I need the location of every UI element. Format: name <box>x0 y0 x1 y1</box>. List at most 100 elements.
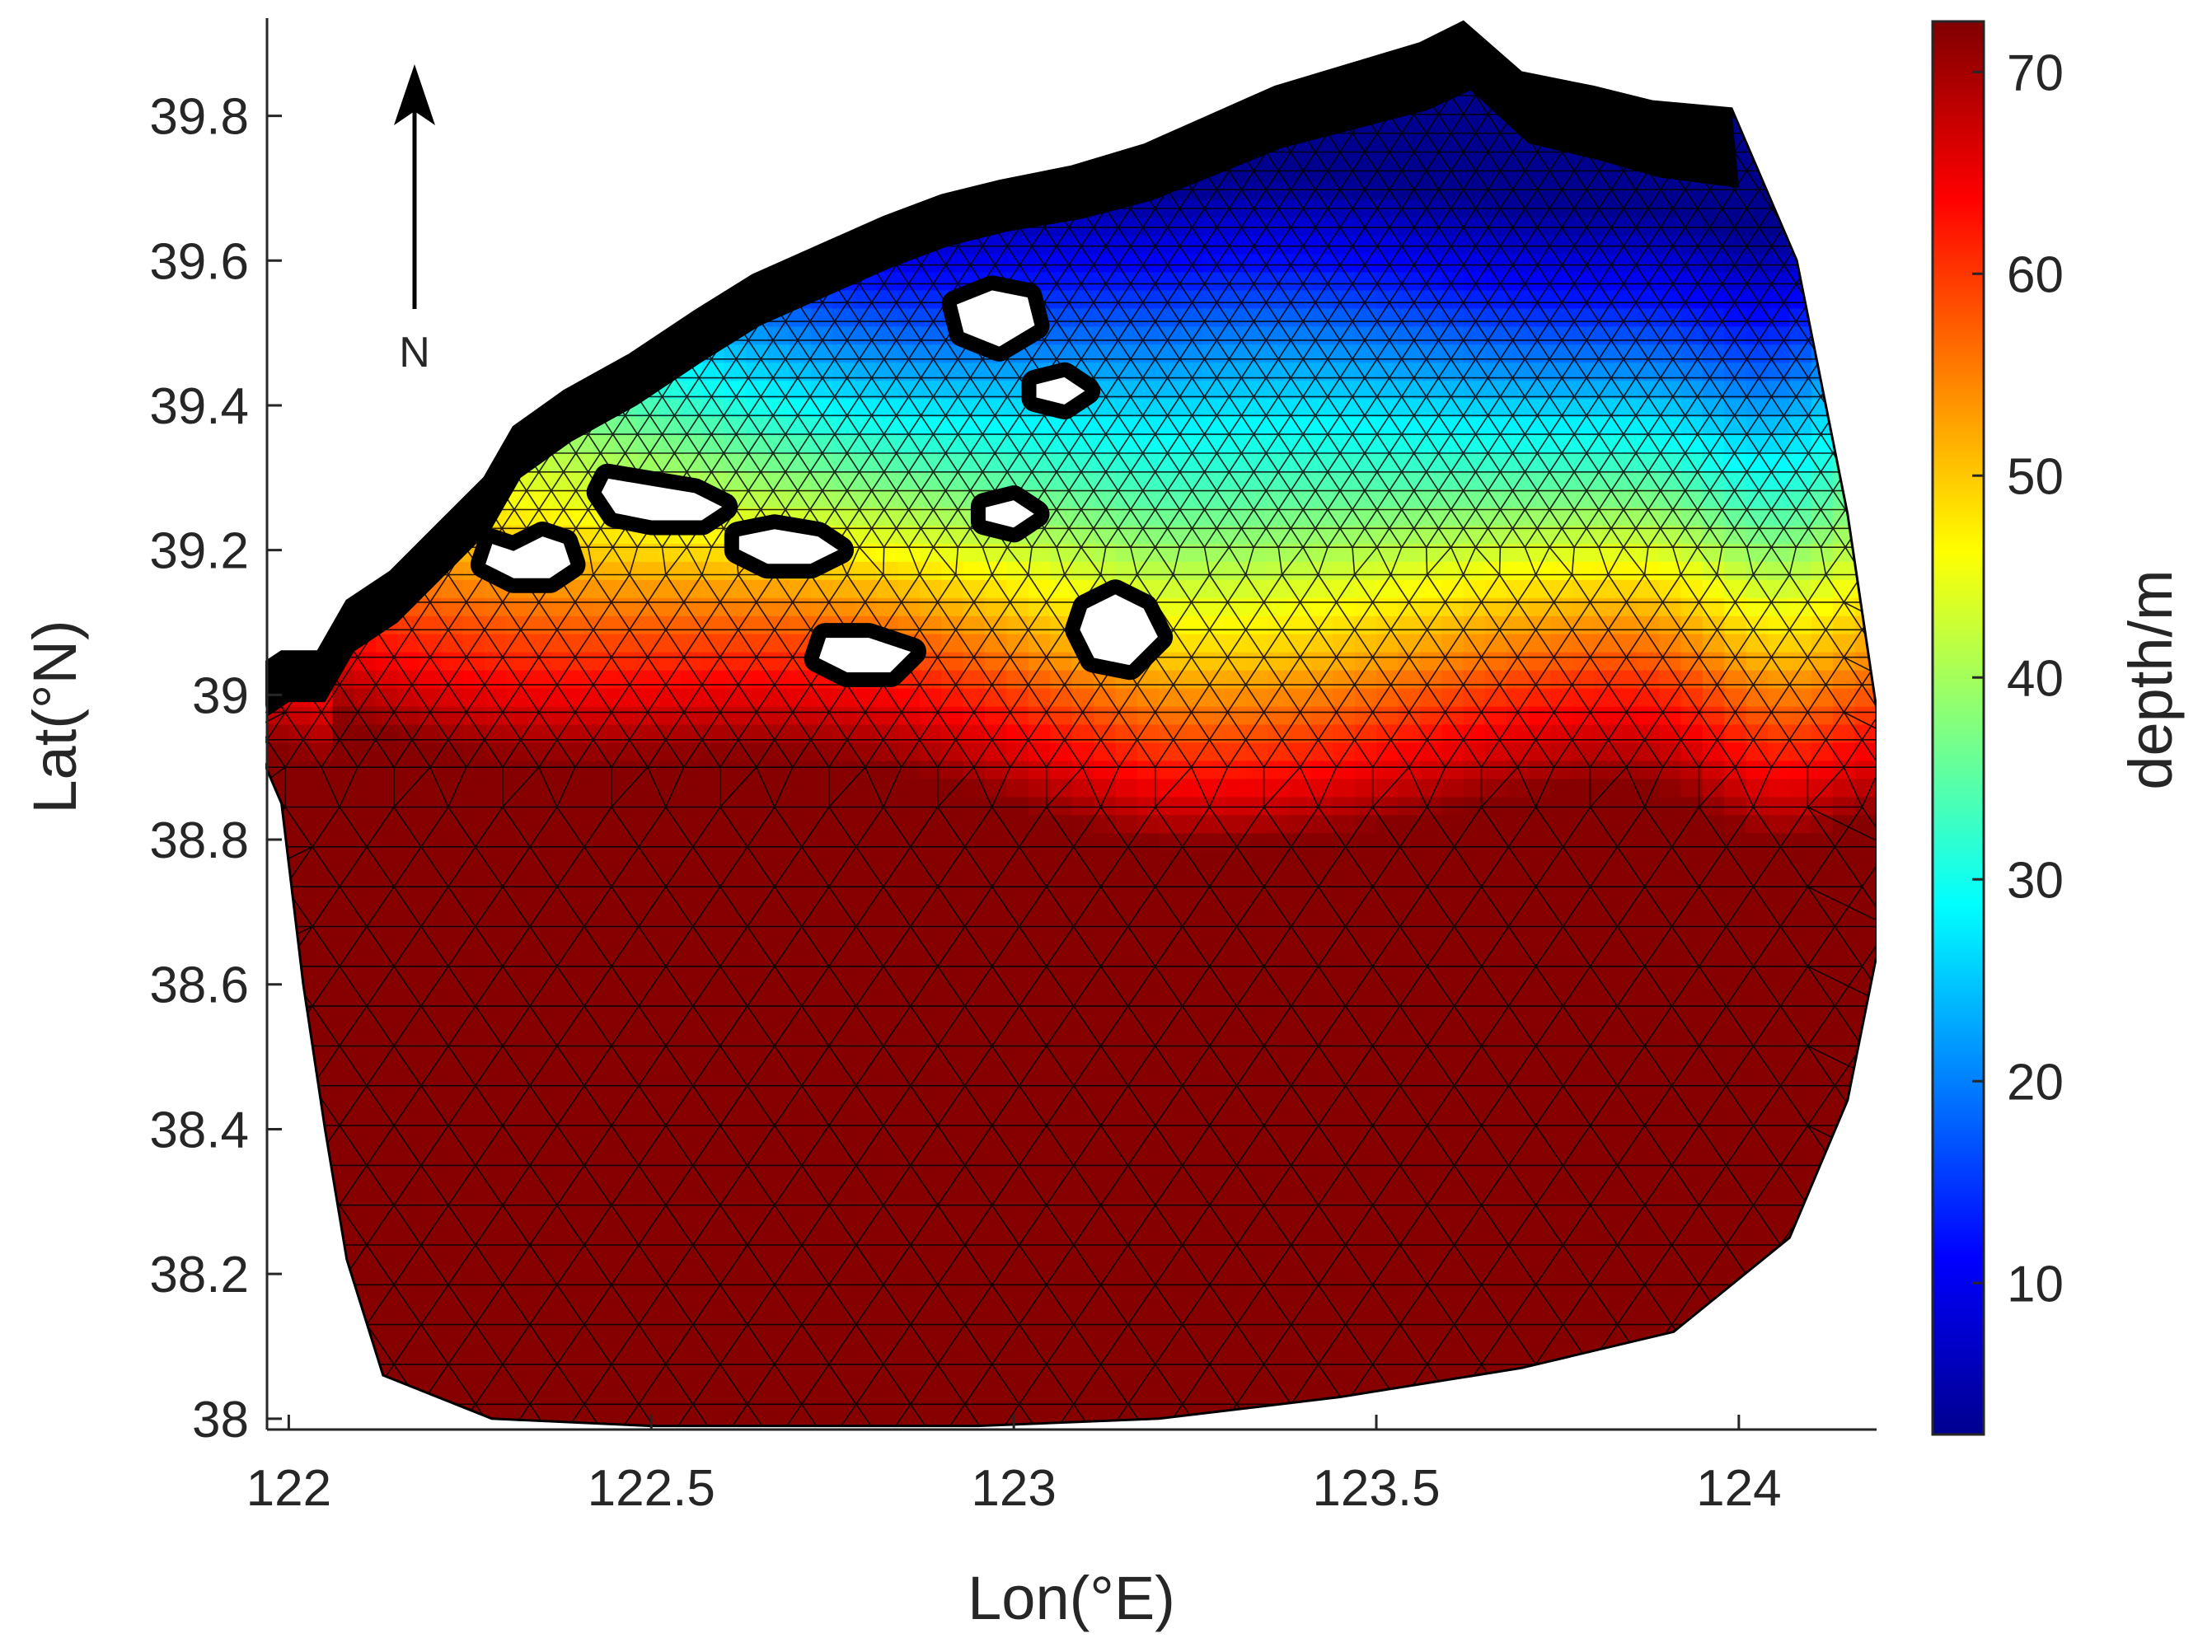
depth-cell <box>919 723 943 743</box>
depth-cell <box>1245 36 1268 55</box>
depth-cell <box>767 1285 790 1304</box>
depth-cell <box>1507 1375 1530 1395</box>
depth-cell <box>789 578 812 598</box>
depth-cell <box>876 1085 899 1105</box>
depth-cell <box>1507 905 1530 924</box>
depth-cell <box>441 850 464 870</box>
depth-cell <box>963 959 986 978</box>
depth-cell <box>1376 832 1399 852</box>
depth-cell <box>854 1067 877 1087</box>
depth-cell <box>941 1212 964 1232</box>
depth-cell <box>1419 542 1443 562</box>
depth-cell <box>1289 54 1312 73</box>
depth-cell <box>724 633 747 653</box>
depth-cell <box>854 941 877 960</box>
depth-cell <box>897 1085 921 1105</box>
depth-cell <box>1136 1067 1160 1087</box>
depth-cell <box>1050 90 1073 110</box>
depth-cell <box>919 578 943 598</box>
depth-cell <box>462 1266 485 1286</box>
depth-cell <box>1311 0 1333 19</box>
depth-cell <box>267 235 290 255</box>
depth-cell <box>267 90 290 110</box>
depth-cell <box>1484 1031 1508 1051</box>
depth-cell <box>354 199 377 218</box>
depth-cell <box>1093 887 1117 906</box>
depth-cell <box>963 1411 986 1426</box>
depth-cell <box>832 778 855 798</box>
depth-cell <box>854 470 877 489</box>
depth-cell <box>1333 651 1356 671</box>
depth-cell <box>919 760 943 779</box>
depth-cell <box>1463 1393 1486 1413</box>
depth-cell <box>1224 1031 1247 1051</box>
depth-cell <box>267 1357 290 1377</box>
depth-cell <box>636 1194 660 1214</box>
depth-cell <box>484 217 508 236</box>
depth-cell <box>919 1176 943 1196</box>
depth-cell <box>571 452 594 472</box>
depth-cell <box>462 1357 485 1377</box>
depth-cell <box>701 398 725 418</box>
depth-cell <box>1441 1212 1465 1232</box>
depth-cell <box>1550 253 1573 273</box>
depth-cell <box>897 36 921 55</box>
depth-cell <box>506 941 529 960</box>
depth-cell <box>376 235 399 255</box>
depth-cell <box>658 72 682 91</box>
depth-cell <box>1615 1393 1638 1413</box>
depth-cell <box>1071 1285 1094 1304</box>
depth-cell <box>506 217 529 236</box>
depth-cell <box>963 723 986 743</box>
depth-cell <box>1071 54 1094 73</box>
depth-cell <box>1006 578 1029 598</box>
depth-cell <box>376 1103 399 1123</box>
depth-cell <box>658 1103 682 1123</box>
depth-cell <box>1507 1303 1530 1322</box>
depth-cell <box>527 742 551 761</box>
depth-cell <box>724 687 747 707</box>
depth-cell <box>789 778 812 798</box>
depth-cell <box>1115 271 1138 291</box>
depth-cell <box>724 850 747 870</box>
depth-cell <box>615 1067 638 1087</box>
depth-cell <box>615 325 638 345</box>
depth-cell <box>876 887 899 906</box>
depth-cell <box>1310 905 1334 924</box>
depth-cell <box>1180 923 1203 943</box>
depth-cell <box>724 1031 747 1051</box>
depth-cell <box>1419 887 1443 906</box>
depth-cell <box>484 796 508 816</box>
depth-cell <box>1507 1194 1530 1214</box>
depth-cell <box>680 54 703 73</box>
depth-cell <box>1136 1393 1160 1413</box>
depth-cell <box>484 54 508 73</box>
depth-cell <box>310 307 334 327</box>
depth-cell <box>724 905 747 924</box>
depth-cell <box>441 887 464 906</box>
depth-cell <box>941 1121 964 1141</box>
depth-cell <box>1180 1031 1203 1051</box>
depth-cell <box>1376 994 1399 1014</box>
depth-cell <box>789 1339 812 1359</box>
depth-cell <box>506 1393 529 1413</box>
depth-cell <box>1136 1375 1160 1395</box>
depth-cell <box>745 1158 768 1177</box>
depth-cell <box>745 1411 768 1426</box>
depth-cell <box>724 36 747 55</box>
depth-cell <box>441 1230 464 1250</box>
depth-cell <box>1268 452 1291 472</box>
depth-cell <box>1202 1393 1226 1413</box>
depth-cell <box>832 1013 855 1032</box>
depth-cell <box>571 1013 594 1032</box>
depth-cell <box>397 760 420 779</box>
depth-cell <box>310 977 334 996</box>
depth-cell <box>810 941 834 960</box>
depth-cell <box>397 1140 420 1159</box>
depth-cell <box>593 36 616 55</box>
depth-cell <box>506 235 529 255</box>
depth-cell <box>1485 0 1507 19</box>
depth-cell <box>680 126 703 146</box>
depth-cell <box>897 578 921 598</box>
depth-cell <box>288 1375 312 1395</box>
